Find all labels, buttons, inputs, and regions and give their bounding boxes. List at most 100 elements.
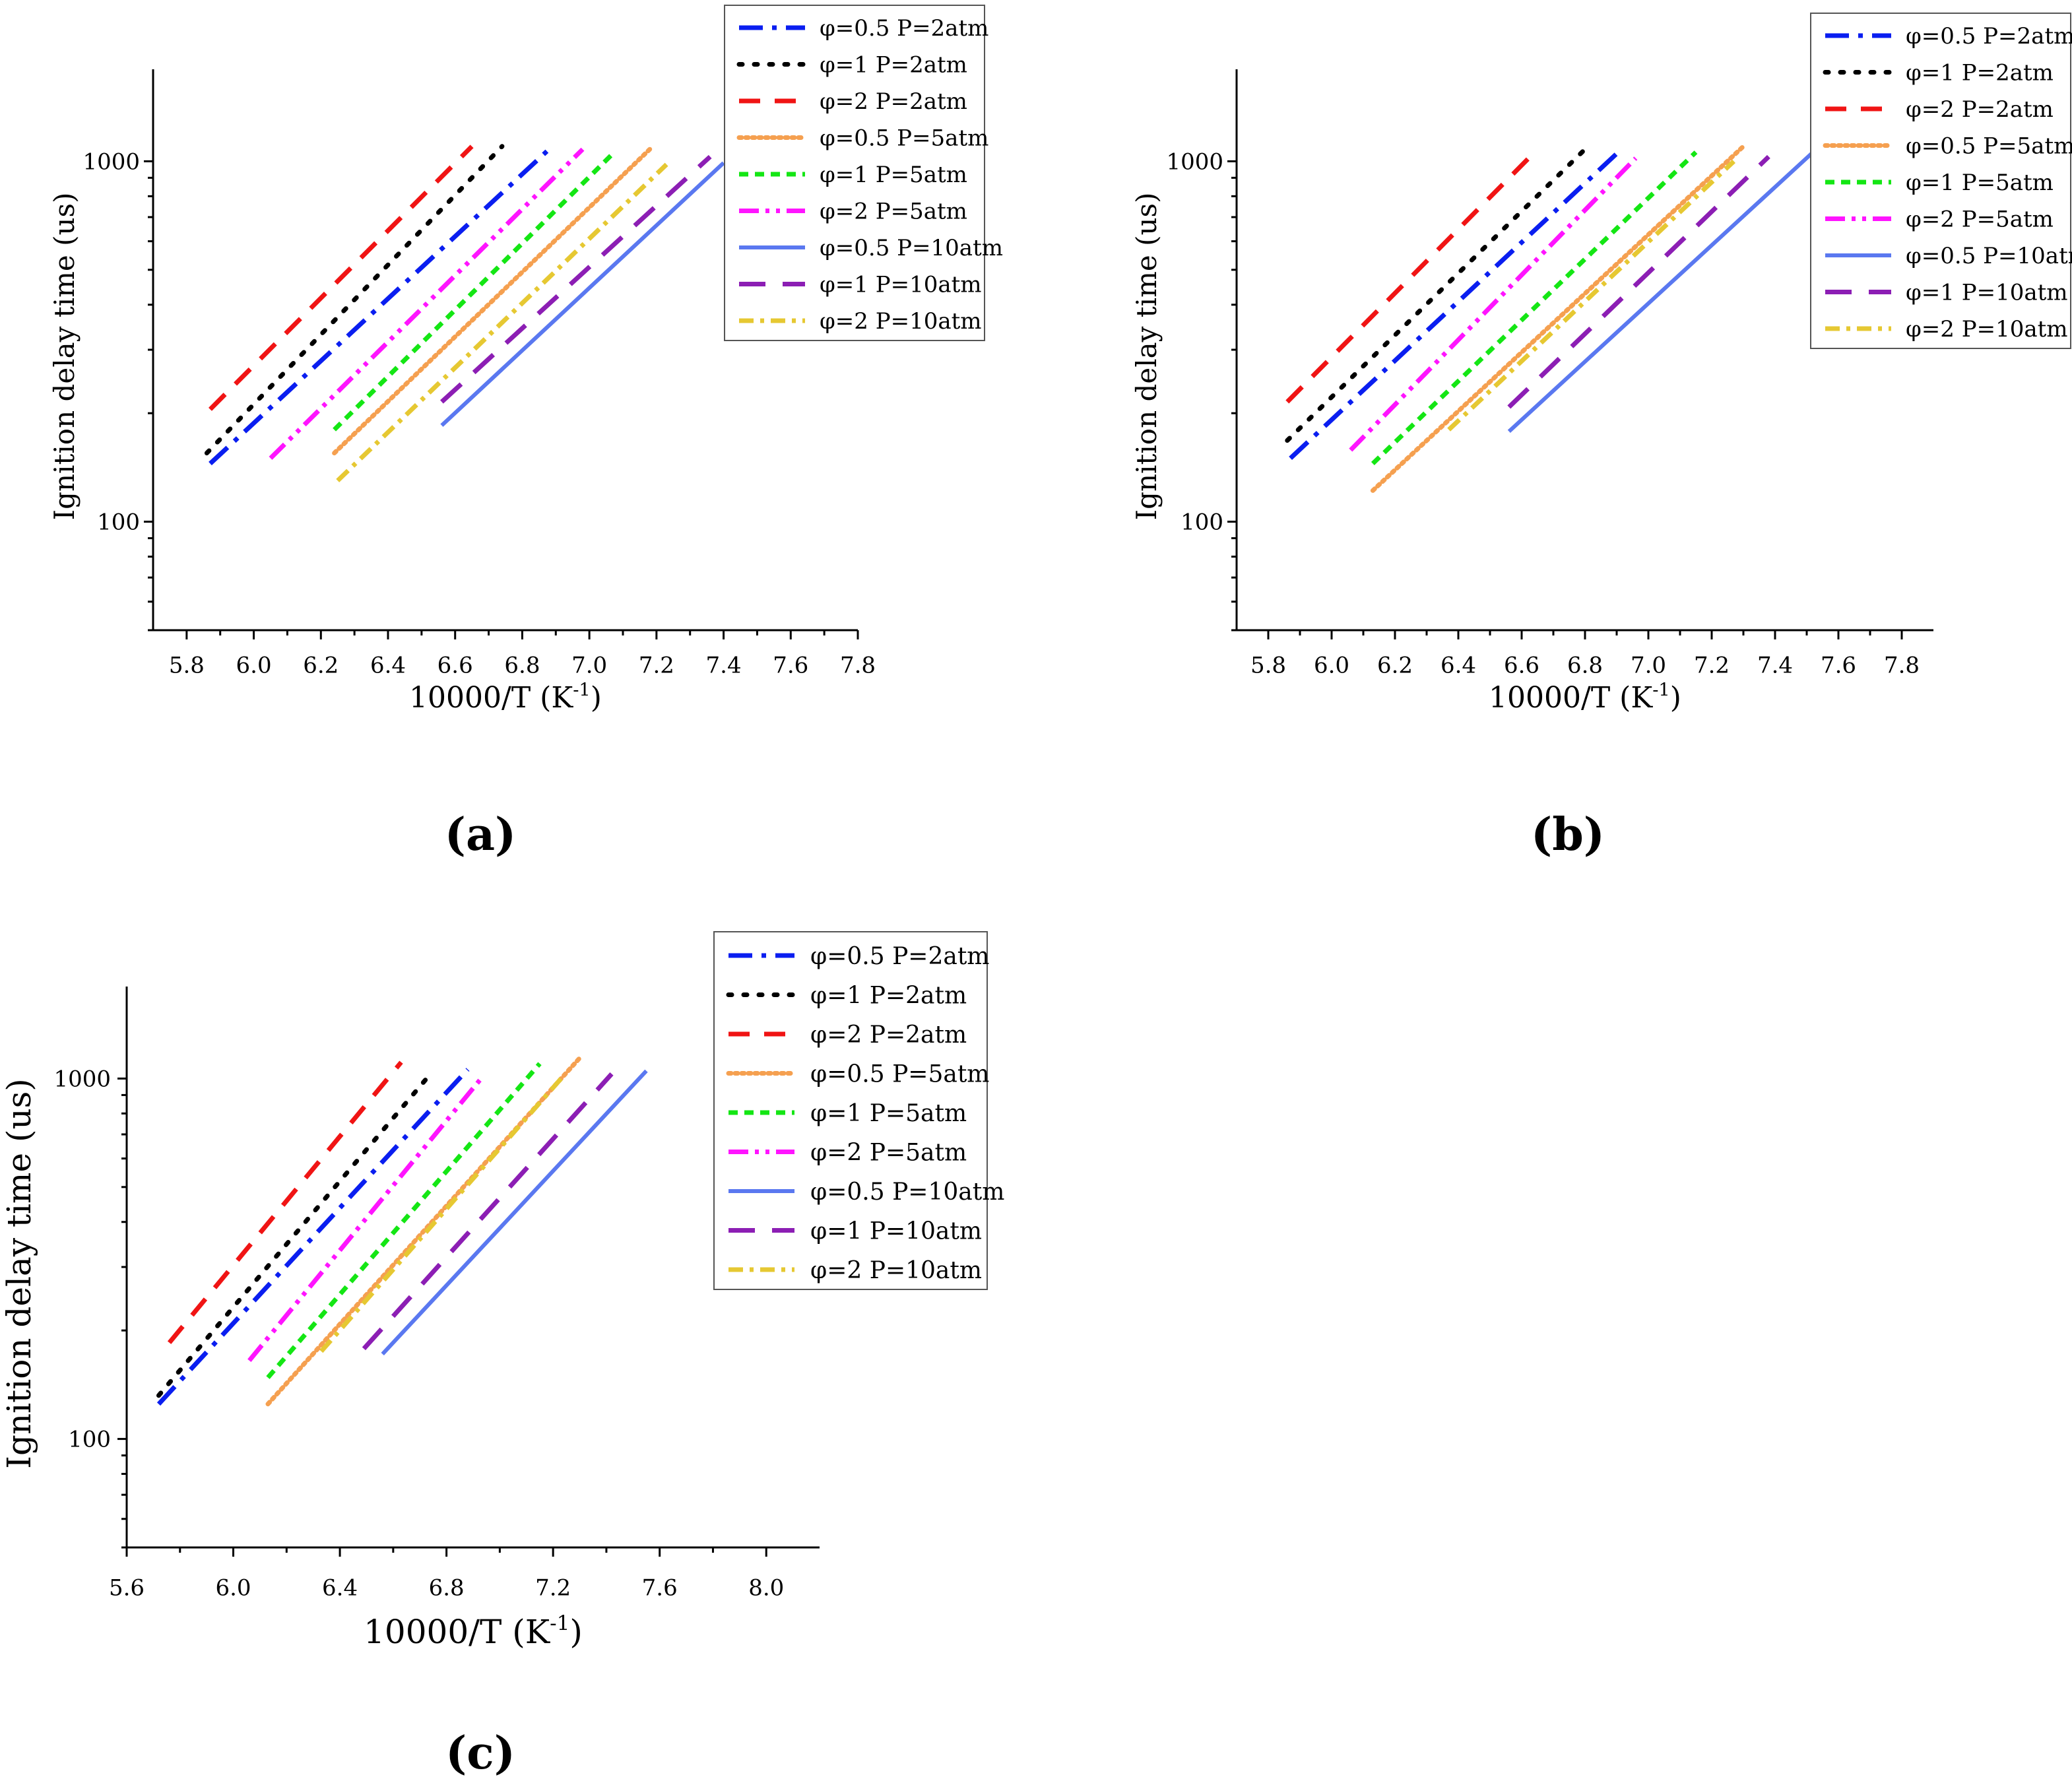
y-axis-title: Ignition delay time (us) [48, 193, 81, 521]
x-axis-title-close: ) [569, 1613, 583, 1651]
series-line [204, 144, 505, 456]
legend-label: φ=0.5 P=2atm [820, 15, 988, 42]
x-tick-label: 7.2 [639, 653, 674, 679]
x-tick-label: 7.0 [571, 653, 607, 679]
legend-label: φ=2 P=2atm [1906, 96, 2054, 123]
legend-label: φ=2 P=10atm [810, 1257, 982, 1284]
series-line [247, 1077, 483, 1363]
x-tick-label: 5.8 [169, 653, 205, 679]
series-line [156, 1068, 470, 1406]
x-axis-title-text: 10000/T (K [364, 1613, 551, 1651]
legend-label: φ=1 P=5atm [810, 1100, 967, 1127]
x-tick-label: 6.4 [370, 653, 406, 679]
x-tick-label: 7.8 [840, 653, 876, 679]
x-axis-title-close: ) [1670, 681, 1681, 715]
series-line [269, 147, 585, 460]
x-axis-title: 10000/T (K-1) [1489, 680, 1681, 715]
series-line [1371, 150, 1698, 466]
x-tick-label: 7.0 [1631, 653, 1666, 679]
x-tick-label: 7.4 [706, 653, 742, 679]
series-line [1289, 152, 1619, 460]
y-tick-label: 1000 [82, 148, 140, 175]
series-line [332, 146, 653, 456]
x-tick-label: 6.0 [1314, 653, 1349, 679]
x-tick-label: 6.4 [1441, 653, 1476, 679]
x-axis-title: 10000/T (K-1) [409, 680, 602, 715]
legend-label: φ=0.5 P=10atm [1906, 243, 2072, 269]
legend-label: φ=0.5 P=2atm [810, 943, 989, 970]
legend-label: φ=2 P=10atm [1906, 316, 2068, 342]
legend-label: φ=1 P=10atm [820, 272, 982, 298]
x-tick-label: 6.0 [215, 1575, 251, 1602]
x-axis-title-text: 10000/T (K [409, 681, 573, 715]
legend-box [724, 5, 985, 341]
series-line [1285, 147, 1539, 404]
y-tick-label: 100 [68, 1426, 111, 1452]
x-tick-label: 6.8 [429, 1575, 465, 1602]
series-line [336, 162, 668, 482]
legend-label: φ=1 P=5atm [1906, 170, 2054, 196]
x-axis-title-text: 10000/T (K [1489, 681, 1653, 715]
x-tick-label: 6.4 [322, 1575, 358, 1602]
y-tick-label: 1000 [1166, 148, 1223, 175]
legend-label: φ=1 P=2atm [1906, 60, 2054, 86]
legend-label: φ=2 P=2atm [820, 88, 967, 115]
x-tick-label: 6.0 [236, 653, 272, 679]
series-line [209, 145, 474, 411]
legend-label: φ=0.5 P=5atm [810, 1060, 989, 1087]
series-line [1507, 154, 1770, 409]
series-line [1447, 159, 1735, 432]
legend-label: φ=1 P=2atm [820, 52, 967, 79]
x-tick-label: 6.8 [1567, 653, 1603, 679]
legend-label: φ=2 P=10atm [820, 308, 982, 335]
legend-label: φ=0.5 P=5atm [1906, 133, 2072, 160]
series-line [156, 1071, 433, 1398]
y-tick-label: 100 [1181, 509, 1223, 535]
panel-c: 5.6 6.0 6.4 6.8 7.2 7.6 8.0 100 1000 10000/T (K-1… [0, 931, 1004, 1780]
legend-label: φ=2 P=5atm [810, 1139, 967, 1166]
legend-label: φ=1 P=10atm [1906, 280, 2068, 306]
legend-label: φ=0.5 P=5atm [820, 125, 988, 152]
legend-box [1810, 13, 2071, 349]
x-tick-label: 7.6 [1821, 653, 1856, 679]
x-tick-label: 7.4 [1757, 653, 1793, 679]
series-line [265, 1055, 582, 1407]
panel-label: (b) [1531, 808, 1605, 861]
x-tick-label: 5.8 [1250, 653, 1286, 679]
legend-label: φ=2 P=5atm [1906, 207, 2054, 233]
series-line [167, 1060, 403, 1344]
legend-label: φ=1 P=2atm [810, 982, 967, 1009]
series-line [1507, 150, 1815, 434]
series-line [1370, 144, 1746, 493]
x-tick-label: 6.6 [1504, 653, 1539, 679]
legend-label: φ=0.5 P=2atm [1906, 23, 2072, 49]
series-line [319, 1077, 563, 1353]
legend-label: φ=2 P=5atm [820, 199, 967, 225]
legend-box [713, 931, 988, 1290]
legend-label: φ=0.5 P=10atm [820, 235, 1003, 261]
x-tick-label: 7.6 [642, 1575, 678, 1602]
y-axis-title: Ignition delay time (us) [0, 1078, 38, 1469]
x-axis-title-sup: -1 [550, 1611, 569, 1635]
y-tick-label: 100 [97, 509, 140, 535]
x-tick-label: 7.6 [773, 653, 808, 679]
legend-label: φ=1 P=5atm [820, 162, 967, 188]
x-tick-label: 7.2 [535, 1575, 571, 1602]
x-tick-label: 7.2 [1694, 653, 1730, 679]
series-line [440, 154, 712, 404]
panel-b: 5.8 6.0 6.2 6.4 6.6 6.8 7.0 7.2 7.4 7.6 7.8 100 1000… [1130, 13, 2072, 861]
panel-label: (a) [445, 808, 516, 861]
x-tick-label: 6.2 [1377, 653, 1413, 679]
series-line [1285, 146, 1588, 443]
series-line [1349, 156, 1638, 452]
x-tick-label: 5.6 [109, 1575, 145, 1602]
x-axis-title-sup: -1 [1652, 680, 1670, 700]
y-tick-label: 1000 [53, 1066, 111, 1092]
x-axis-title-close: ) [591, 681, 602, 715]
x-tick-label: 8.0 [748, 1575, 784, 1602]
panel-label: (c) [445, 1727, 515, 1780]
x-axis-title-sup: -1 [573, 680, 591, 700]
x-tick-label: 7.8 [1884, 653, 1920, 679]
x-axis-title: 10000/T (K-1) [364, 1611, 583, 1651]
